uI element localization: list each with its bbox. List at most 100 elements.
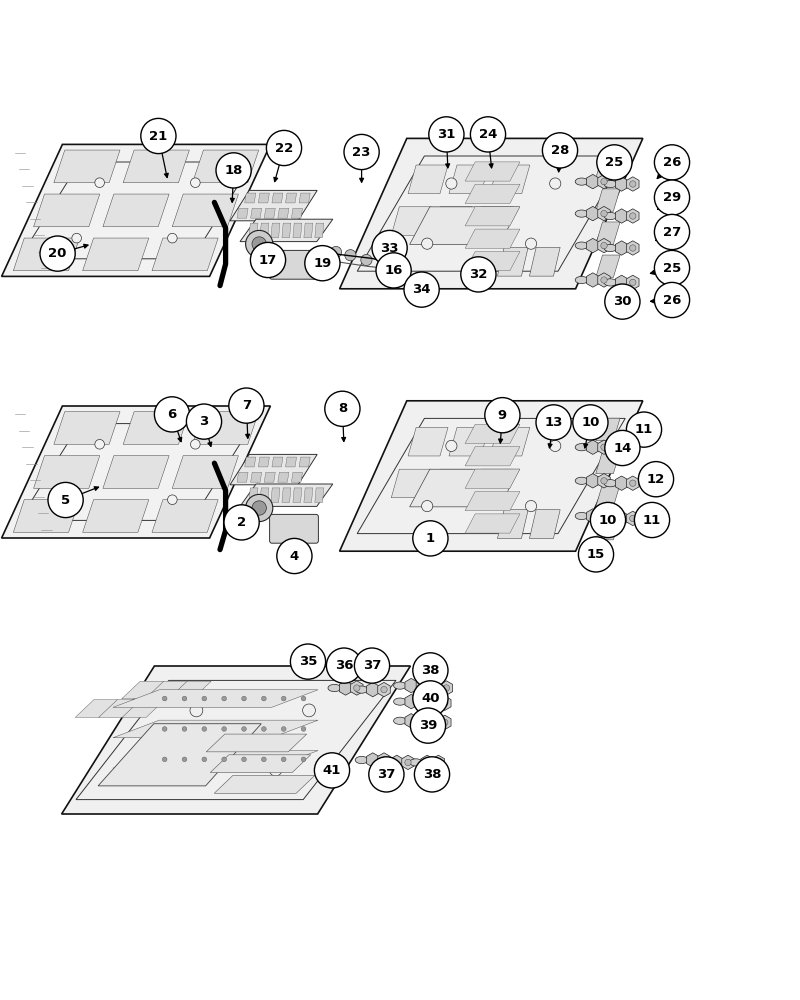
Polygon shape: [230, 454, 317, 485]
Ellipse shape: [575, 477, 588, 484]
Ellipse shape: [394, 698, 406, 705]
Circle shape: [277, 538, 312, 574]
Polygon shape: [626, 442, 639, 457]
Polygon shape: [378, 753, 390, 767]
Circle shape: [404, 272, 439, 307]
Circle shape: [182, 696, 187, 701]
Circle shape: [229, 388, 264, 423]
Circle shape: [354, 685, 360, 691]
Circle shape: [443, 685, 450, 691]
Polygon shape: [75, 700, 118, 717]
Polygon shape: [304, 488, 313, 502]
Text: 10: 10: [582, 416, 599, 429]
Circle shape: [550, 178, 561, 189]
Polygon shape: [598, 206, 610, 221]
Polygon shape: [272, 193, 283, 203]
Polygon shape: [598, 174, 610, 189]
Polygon shape: [282, 488, 291, 502]
Circle shape: [573, 405, 608, 440]
Circle shape: [381, 686, 387, 693]
Text: 10: 10: [599, 514, 617, 526]
Polygon shape: [172, 194, 238, 227]
Text: 25: 25: [606, 156, 623, 169]
Polygon shape: [598, 509, 610, 523]
Circle shape: [601, 210, 607, 217]
Circle shape: [290, 644, 326, 679]
Polygon shape: [465, 491, 520, 511]
Text: 3: 3: [199, 415, 209, 428]
Polygon shape: [449, 427, 489, 456]
Circle shape: [95, 178, 105, 187]
Circle shape: [141, 118, 176, 154]
Polygon shape: [586, 206, 599, 221]
Text: 8: 8: [338, 402, 347, 415]
Circle shape: [190, 439, 200, 449]
Ellipse shape: [575, 276, 588, 284]
Polygon shape: [264, 208, 275, 218]
Polygon shape: [113, 751, 318, 768]
Circle shape: [442, 700, 448, 706]
Polygon shape: [237, 472, 248, 482]
Polygon shape: [260, 488, 269, 502]
Ellipse shape: [604, 212, 617, 220]
Circle shape: [222, 727, 226, 731]
Polygon shape: [98, 700, 142, 717]
Polygon shape: [245, 193, 256, 203]
Polygon shape: [54, 150, 120, 183]
Text: 13: 13: [545, 416, 562, 429]
Circle shape: [330, 246, 342, 258]
Circle shape: [326, 648, 362, 683]
Circle shape: [262, 727, 266, 731]
Polygon shape: [339, 681, 352, 695]
Polygon shape: [586, 238, 599, 253]
Polygon shape: [498, 510, 528, 539]
Polygon shape: [438, 696, 451, 710]
Circle shape: [344, 134, 379, 170]
Text: 6: 6: [167, 408, 177, 421]
Polygon shape: [440, 681, 453, 695]
Polygon shape: [402, 755, 414, 770]
Circle shape: [590, 502, 626, 538]
Polygon shape: [449, 165, 489, 194]
Circle shape: [601, 444, 607, 450]
Polygon shape: [465, 424, 520, 443]
Circle shape: [345, 250, 356, 261]
Circle shape: [405, 759, 411, 766]
Text: 31: 31: [438, 128, 455, 141]
Circle shape: [601, 178, 607, 185]
Circle shape: [301, 757, 306, 762]
Polygon shape: [391, 207, 431, 235]
Ellipse shape: [355, 686, 368, 693]
Circle shape: [630, 480, 636, 486]
Text: 24: 24: [479, 128, 497, 141]
Circle shape: [419, 698, 426, 705]
Text: 18: 18: [225, 164, 242, 177]
Circle shape: [202, 757, 206, 762]
Polygon shape: [530, 247, 560, 276]
Circle shape: [246, 494, 273, 522]
Circle shape: [354, 648, 390, 683]
Text: 38: 38: [422, 768, 442, 781]
Text: 40: 40: [421, 692, 440, 705]
Circle shape: [202, 727, 206, 731]
Circle shape: [435, 759, 442, 766]
Polygon shape: [410, 207, 519, 244]
Ellipse shape: [575, 512, 588, 520]
Polygon shape: [490, 427, 530, 456]
Circle shape: [419, 682, 426, 689]
Ellipse shape: [418, 684, 430, 692]
Polygon shape: [615, 511, 628, 526]
Circle shape: [526, 238, 537, 249]
Text: 23: 23: [353, 145, 370, 158]
Text: 27: 27: [663, 226, 681, 238]
Ellipse shape: [394, 717, 406, 724]
Circle shape: [72, 495, 82, 505]
Ellipse shape: [575, 178, 588, 185]
Polygon shape: [596, 255, 620, 277]
Polygon shape: [2, 144, 270, 276]
Ellipse shape: [604, 180, 617, 188]
Text: 5: 5: [61, 493, 70, 506]
Polygon shape: [586, 174, 599, 189]
Polygon shape: [293, 223, 302, 238]
Ellipse shape: [416, 700, 429, 707]
